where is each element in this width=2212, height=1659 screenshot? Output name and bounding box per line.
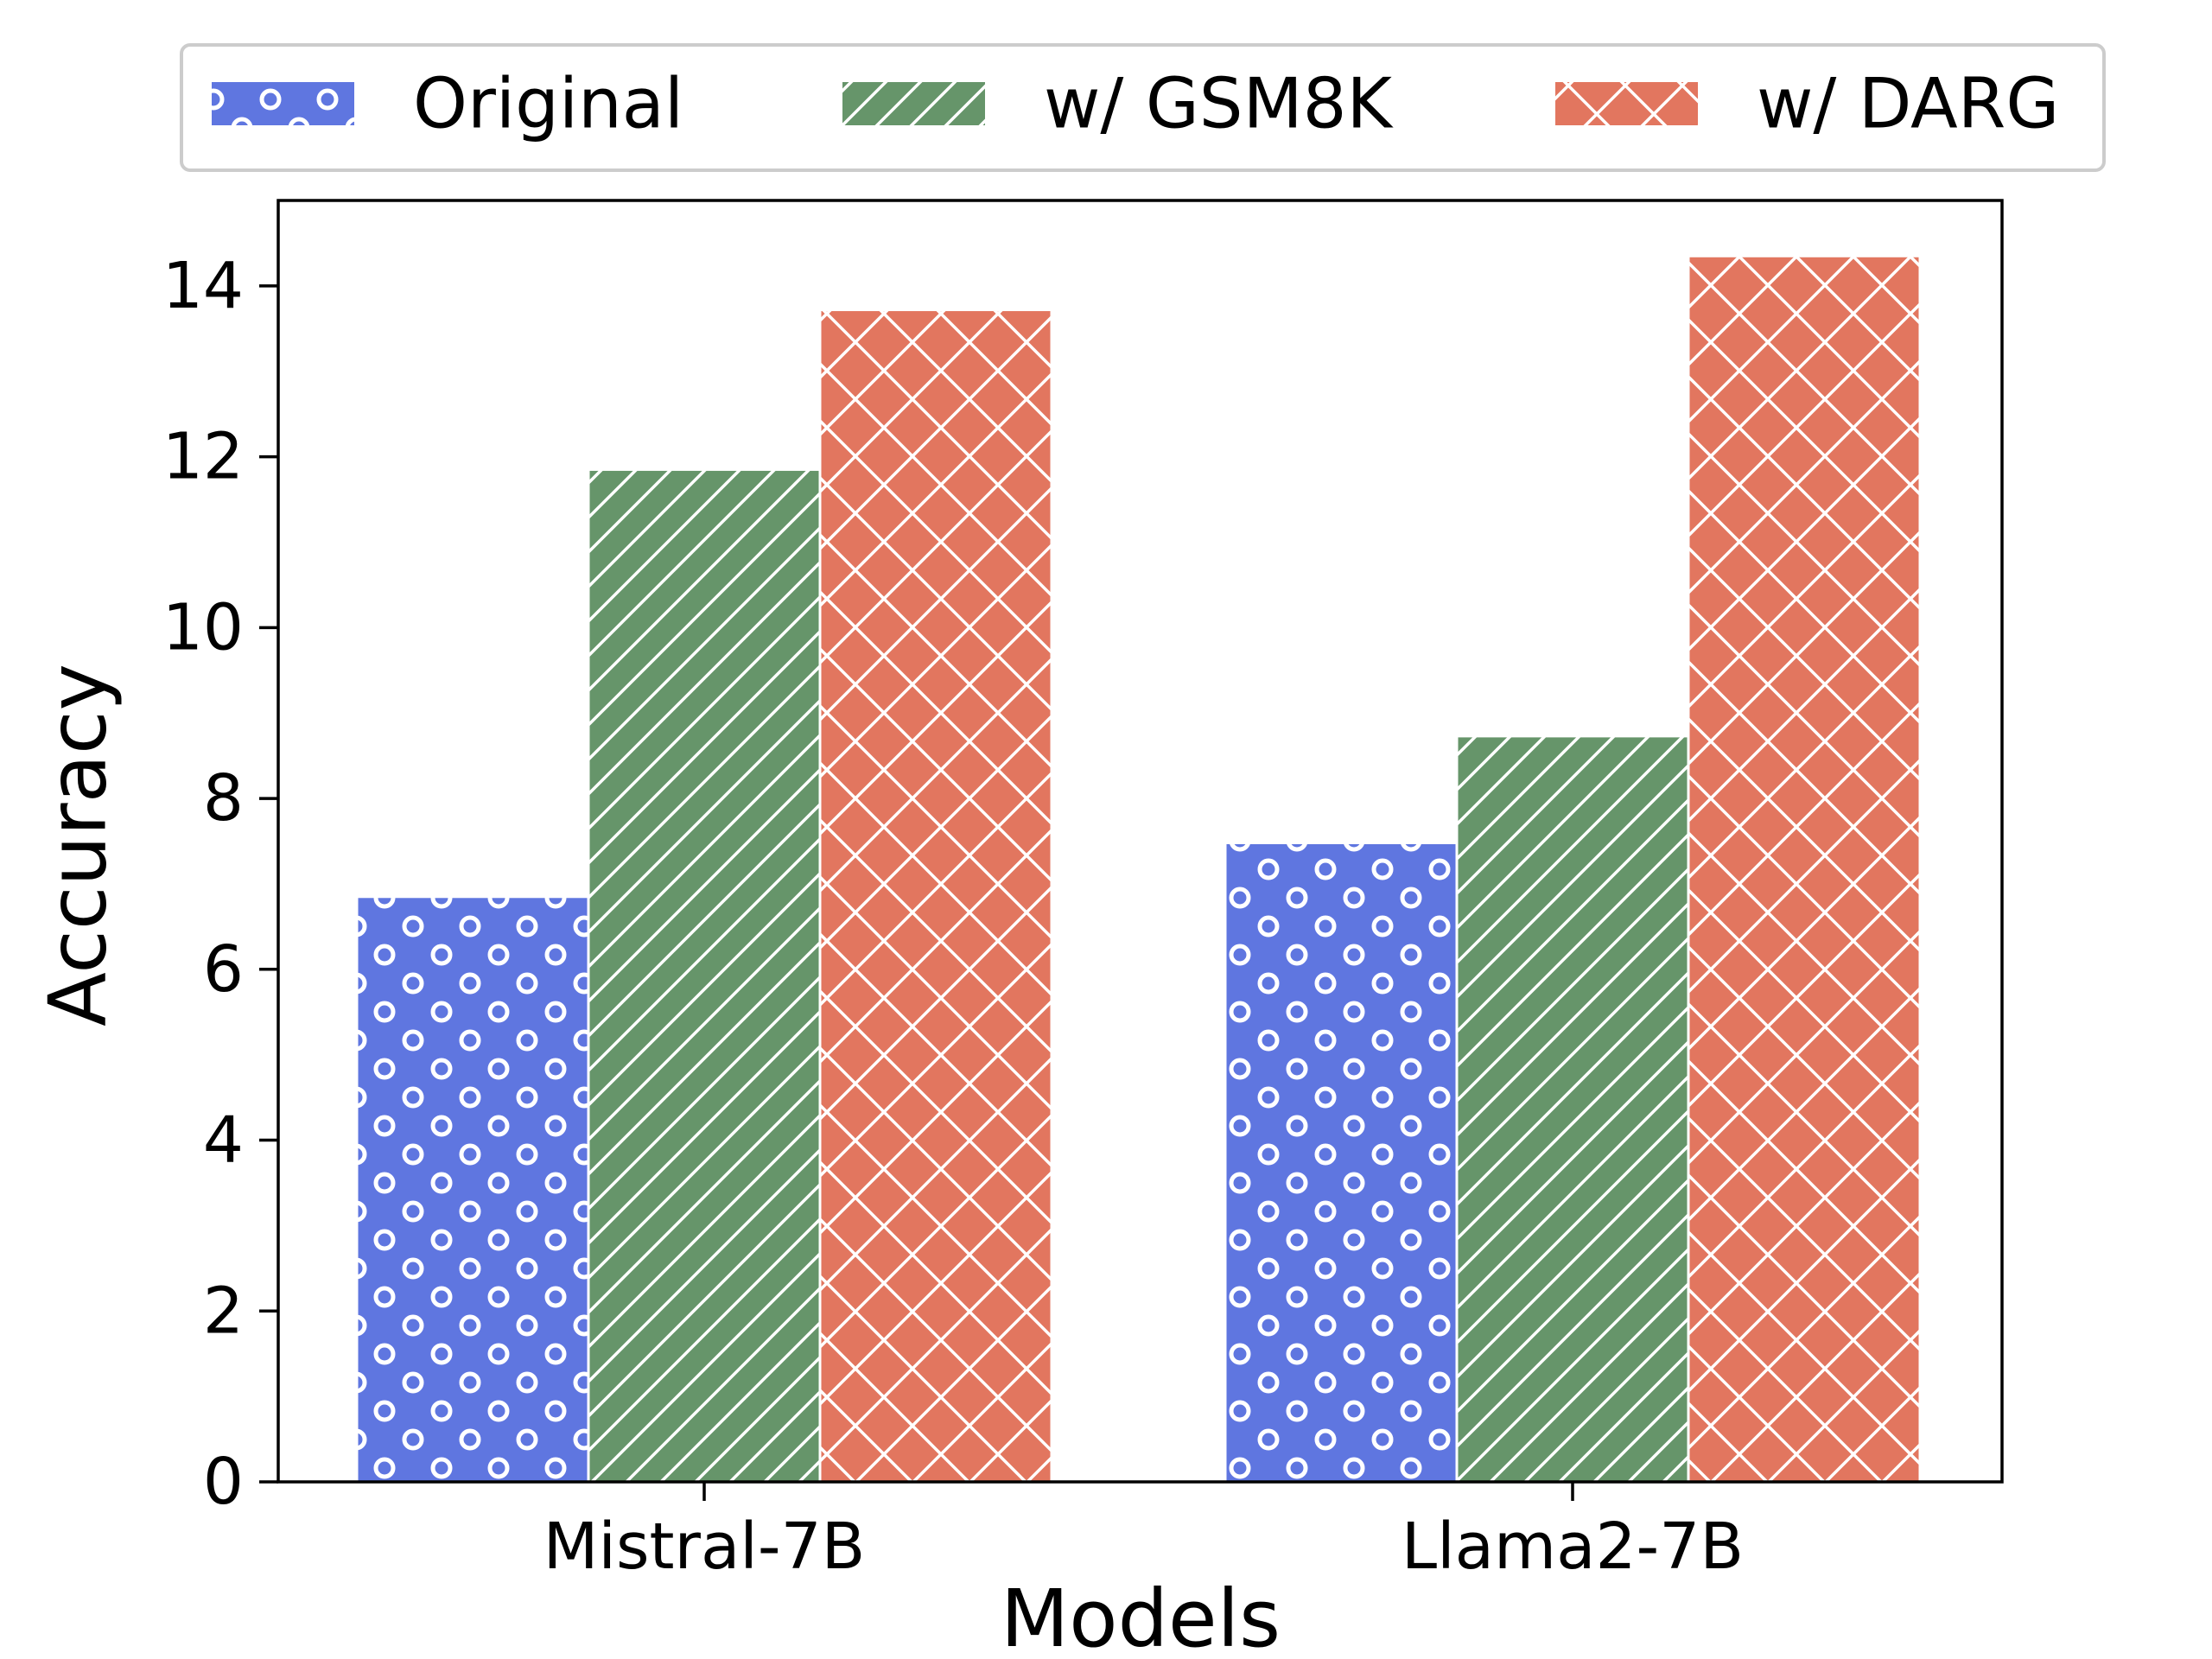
bar-mistral-7b-w-darg <box>818 308 1053 1484</box>
legend-item-darg: w/ DARG <box>1555 64 2059 144</box>
y-axis-label: Accuracy <box>32 664 124 1027</box>
bar-llama2-7b-original <box>1224 841 1459 1484</box>
y-tick-label-14: 14 <box>162 249 244 323</box>
y-tick-label-6: 6 <box>203 932 244 1007</box>
legend-frame <box>180 43 2106 172</box>
plot-frame <box>276 199 2004 1484</box>
y-tick-label-2: 2 <box>203 1274 244 1348</box>
y-axis: 0 2 4 6 8 10 12 14 <box>162 249 278 1519</box>
legend-item-gsm8k: w/ GSM8K <box>842 64 1395 144</box>
legend-label-darg: w/ DARG <box>1757 64 2059 144</box>
legend-swatch-original <box>212 82 354 125</box>
x-axis-label: Models <box>1001 1573 1281 1659</box>
y-tick-label-10: 10 <box>162 590 244 664</box>
x-tick-label-mistral-7b: Mistral-7B <box>543 1510 866 1584</box>
x-axis: Mistral-7B Llama2-7B <box>543 1482 1744 1584</box>
legend-label-gsm8k: w/ GSM8K <box>1044 64 1395 144</box>
legend: Original w/ GSM8K w/ DARG <box>180 43 2106 172</box>
bar-mistral-7b-w-gsm8k <box>587 467 822 1484</box>
legend-swatch-darg <box>1555 82 1698 125</box>
y-tick-label-0: 0 <box>203 1445 244 1519</box>
bar-mistral-7b-original <box>355 895 590 1484</box>
bars-layer <box>355 254 1922 1484</box>
legend-item-original: Original <box>212 64 683 144</box>
legend-swatch-gsm8k <box>842 82 985 125</box>
bar-llama2-7b-w-darg <box>1687 254 1922 1484</box>
legend-label-original: Original <box>413 64 683 144</box>
x-tick-label-llama2-7b: Llama2-7B <box>1402 1510 1744 1584</box>
y-tick-label-4: 4 <box>203 1103 244 1178</box>
bar-llama2-7b-w-gsm8k <box>1455 734 1690 1484</box>
y-tick-label-12: 12 <box>162 420 244 494</box>
y-tick-label-8: 8 <box>203 761 244 836</box>
